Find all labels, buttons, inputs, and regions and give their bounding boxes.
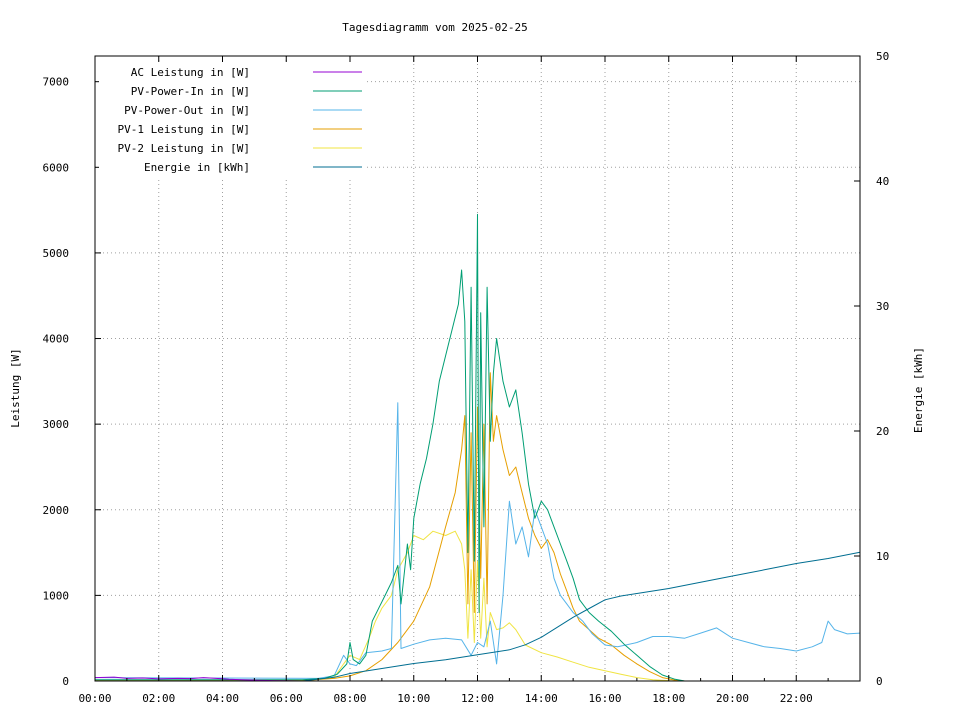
x-tick-label: 18:00 <box>652 692 685 705</box>
series-line-2 <box>94 402 861 679</box>
x-tick-label: 14:00 <box>525 692 558 705</box>
y2-tick-label: 20 <box>876 425 889 438</box>
y-axis-label: Leistung [W] <box>9 348 22 427</box>
y2-tick-label: 40 <box>876 175 889 188</box>
series-line-4 <box>95 530 860 682</box>
y-tick-label: 7000 <box>43 76 70 89</box>
x-axis: 00:00 02:00 04:00 06:00 08:00 10:00 12:00 14:00… <box>78 56 829 705</box>
y-tick-label: 4000 <box>43 333 70 346</box>
legend-label: PV-Power-In in [W] <box>131 85 250 98</box>
y2-axis-label: Energie [kWh] <box>912 347 925 433</box>
legend: AC Leistung in [W] PV-Power-In in [W] PV-P… <box>99 62 367 179</box>
y-axis-right: 0 10 20 30 40 50 <box>854 50 889 688</box>
legend-label: Energie in [kWh] <box>144 161 250 174</box>
y2-tick-label: 0 <box>876 675 883 688</box>
y-tick-label: 6000 <box>43 161 70 174</box>
x-tick-label: 22:00 <box>780 692 813 705</box>
chart-title: Tagesdiagramm vom 2025-02-25 <box>342 21 527 34</box>
y2-tick-label: 10 <box>876 550 889 563</box>
series-line-5 <box>95 551 861 682</box>
x-tick-label: 02:00 <box>142 692 175 705</box>
x-tick-label: 04:00 <box>206 692 239 705</box>
y-tick-label: 1000 <box>43 589 70 602</box>
x-tick-label: 06:00 <box>270 692 303 705</box>
legend-label: PV-2 Leistung in [W] <box>118 142 250 155</box>
y-tick-label: 5000 <box>43 247 70 260</box>
legend-label: PV-1 Leistung in [W] <box>118 123 250 136</box>
legend-background <box>99 62 367 179</box>
series-layer <box>94 213 861 682</box>
x-tick-label: 20:00 <box>716 692 749 705</box>
x-tick-label: 16:00 <box>588 692 621 705</box>
x-tick-label: 00:00 <box>78 692 111 705</box>
legend-label: PV-Power-Out in [W] <box>124 104 250 117</box>
x-tick-label: 08:00 <box>333 692 366 705</box>
series-line-3 <box>95 372 860 682</box>
y2-tick-label: 30 <box>876 300 889 313</box>
y-tick-label: 3000 <box>43 418 70 431</box>
x-tick-label: 10:00 <box>397 692 430 705</box>
y2-tick-label: 50 <box>876 50 889 63</box>
y-axis-left: 0 1000 2000 3000 4000 5000 6000 7000 <box>43 76 101 688</box>
y-tick-label: 2000 <box>43 504 70 517</box>
series-line-1 <box>95 213 860 682</box>
x-tick-label: 12:00 <box>461 692 494 705</box>
legend-label: AC Leistung in [W] <box>131 66 250 79</box>
y-tick-label: 0 <box>62 675 69 688</box>
